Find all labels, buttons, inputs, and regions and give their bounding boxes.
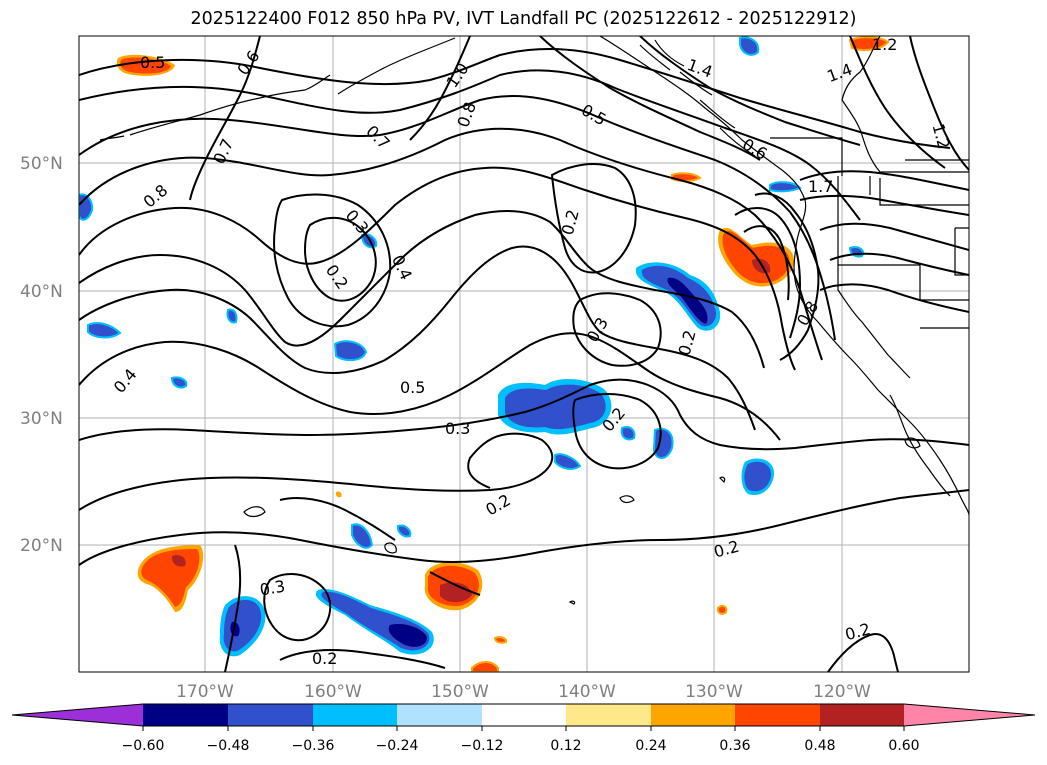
lat-tick-labels: 50°N 40°N 30°N 20°N (20, 154, 63, 556)
lat-tick-label: 50°N (20, 154, 63, 174)
colorbar-segment (820, 704, 904, 726)
map-frame (78, 35, 970, 673)
colorbar-segment (735, 704, 820, 726)
lat-tick-label: 40°N (20, 282, 63, 302)
lon-tick-label: 120°W (813, 682, 871, 702)
colorbar-tick-label: −0.24 (376, 738, 419, 754)
map-plot-area (79, 36, 969, 672)
lon-tick-labels: 170°W 160°W 150°W 140°W 130°W 120°W (176, 682, 871, 702)
contour-label: 0.5 (140, 53, 165, 72)
colorbar-tick-label: 0.48 (804, 738, 835, 754)
positive-anomaly-patch (471, 661, 499, 672)
lon-tick-label: 170°W (176, 682, 234, 702)
colorbar-tick-label: 0.36 (719, 738, 750, 754)
colorbar-segment (228, 704, 313, 726)
positive-anomaly-patch (848, 36, 890, 51)
colorbar-segment (12, 704, 143, 726)
colorbar: −0.60 −0.48 −0.36 −0.24 −0.12 0.12 0.24 … (11, 703, 1036, 754)
positive-anomaly-patch (716, 604, 728, 615)
positive-anomaly-patch (335, 491, 342, 498)
contour-label: 0.5 (400, 378, 425, 397)
colorbar-segment (651, 704, 735, 726)
colorbar-segment (143, 704, 228, 726)
contour-label: 1.7 (808, 177, 833, 196)
colorbar-tick-label: 0.12 (550, 738, 581, 754)
negative-anomaly-patch (769, 181, 802, 193)
negative-anomaly-patch (554, 453, 582, 470)
lon-tick-label: 130°W (685, 682, 743, 702)
negative-anomaly-patch (351, 523, 374, 549)
colorbar-segment (566, 704, 651, 726)
lon-tick-label: 150°W (431, 682, 489, 702)
colorbar-segment (482, 704, 566, 726)
map-title: 2025122400 F012 850 hPa PV, IVT Landfall… (190, 9, 857, 29)
contour-label: 0.2 (312, 649, 337, 668)
negative-anomaly-patch (739, 36, 760, 56)
colorbar-segment (313, 704, 397, 726)
negative-anomaly-patch (226, 308, 238, 324)
colorbar-tick-label: −0.36 (292, 738, 335, 754)
colorbar-tick-label: −0.48 (207, 738, 250, 754)
pv-contours (79, 36, 969, 672)
negative-anomaly-patch (87, 322, 122, 339)
colorbar-tick-label: 0.24 (635, 738, 666, 754)
colorbar-tick-marks (142, 726, 905, 731)
colorbar-tick-label: 0.60 (888, 738, 919, 754)
negative-anomaly-patch (652, 427, 674, 459)
colorbar-segment (904, 704, 1035, 726)
coastlines (99, 36, 969, 605)
lon-tick-label: 160°W (304, 682, 362, 702)
negative-anomaly-patch (170, 376, 188, 389)
contour-label: 0.3 (258, 576, 286, 599)
colorbar-tick-label: −0.60 (122, 738, 165, 754)
contour-label: 1.2 (872, 35, 897, 54)
positive-anomaly-patch (493, 636, 508, 644)
lat-tick-label: 20°N (20, 536, 63, 556)
lat-tick-label: 30°N (20, 409, 63, 429)
negative-anomaly-patch (396, 524, 412, 538)
contour-label: 0.3 (445, 419, 470, 438)
lon-tick-label: 140°W (558, 682, 616, 702)
colorbar-tick-label: −0.12 (461, 738, 504, 754)
colorbar-segment (397, 704, 482, 726)
negative-anomaly-patch (333, 340, 368, 362)
negative-anomaly-patch (620, 426, 636, 441)
